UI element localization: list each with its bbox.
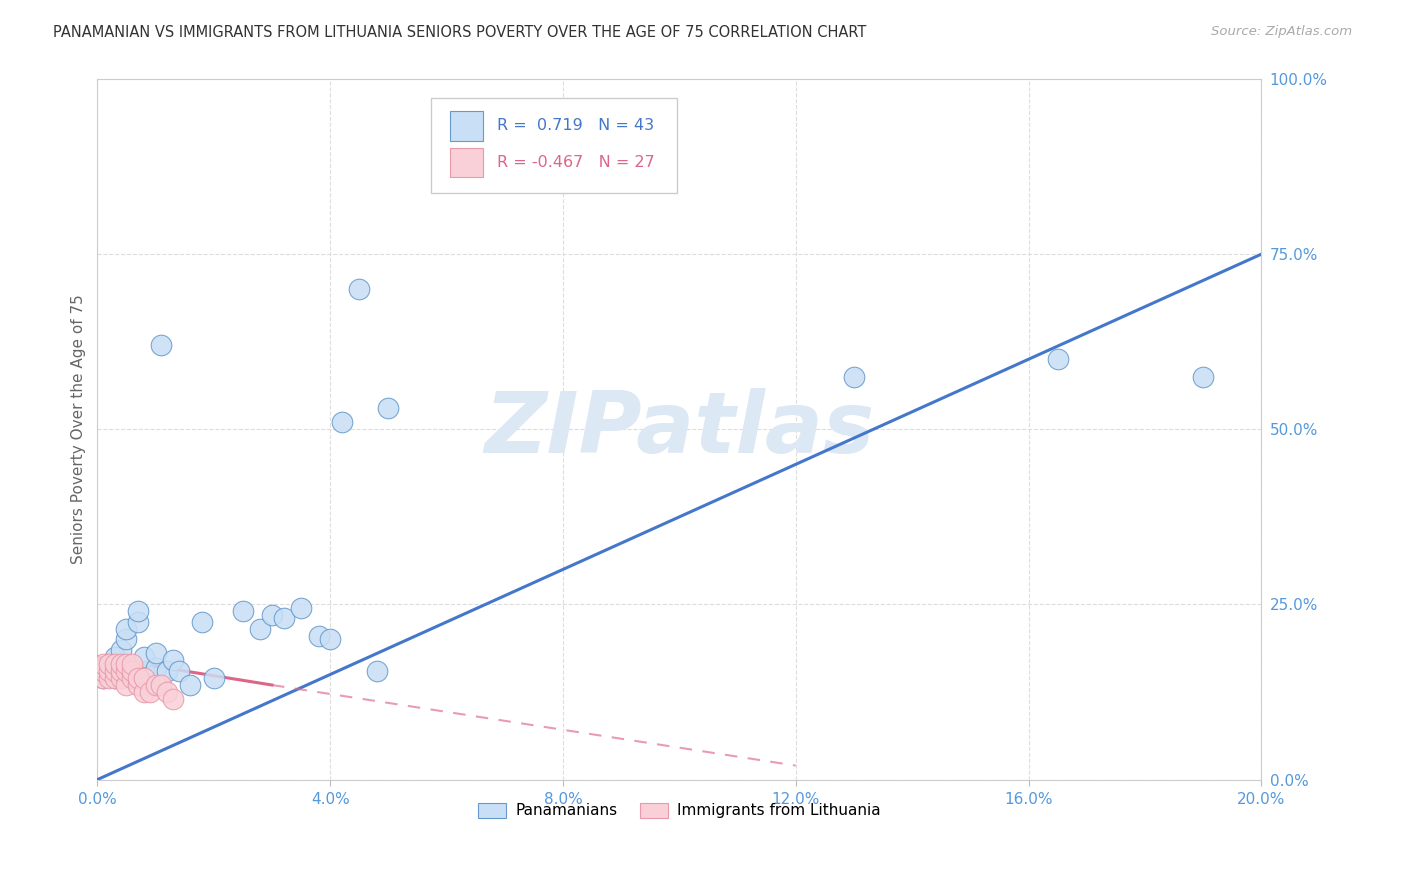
Point xyxy=(91,671,114,685)
Point xyxy=(156,664,179,678)
Point xyxy=(349,282,371,296)
Point xyxy=(121,660,143,674)
Point xyxy=(260,607,283,622)
Point xyxy=(1192,369,1215,384)
Point xyxy=(121,664,143,678)
Point xyxy=(150,678,173,692)
Point xyxy=(104,664,127,678)
Point xyxy=(138,678,160,692)
Point xyxy=(98,667,121,681)
Point xyxy=(842,369,865,384)
Point xyxy=(202,671,225,685)
Point xyxy=(110,643,132,657)
Y-axis label: Seniors Poverty Over the Age of 75: Seniors Poverty Over the Age of 75 xyxy=(72,294,86,564)
Text: R = -0.467   N = 27: R = -0.467 N = 27 xyxy=(496,155,654,169)
Point xyxy=(145,660,167,674)
Point xyxy=(132,650,155,665)
Bar xyxy=(450,148,482,178)
Point xyxy=(150,338,173,352)
Point xyxy=(104,650,127,665)
Point xyxy=(1046,352,1069,367)
Point xyxy=(91,664,114,678)
Point xyxy=(127,678,149,692)
Point xyxy=(132,685,155,699)
Point xyxy=(91,657,114,671)
Point xyxy=(179,678,201,692)
Point xyxy=(162,692,184,706)
Point xyxy=(127,604,149,618)
Point xyxy=(308,629,330,643)
Point xyxy=(98,664,121,678)
Point xyxy=(110,667,132,681)
Point xyxy=(104,671,127,685)
Legend: Panamanians, Immigrants from Lithuania: Panamanians, Immigrants from Lithuania xyxy=(472,797,887,824)
Text: R =  0.719   N = 43: R = 0.719 N = 43 xyxy=(496,119,654,134)
Text: Source: ZipAtlas.com: Source: ZipAtlas.com xyxy=(1212,25,1353,38)
Point xyxy=(110,671,132,685)
Point xyxy=(167,664,190,678)
Point xyxy=(115,664,138,678)
Point xyxy=(104,657,127,671)
Point xyxy=(121,667,143,681)
Point xyxy=(232,604,254,618)
Point xyxy=(145,647,167,661)
Point xyxy=(110,657,132,671)
Point xyxy=(330,415,353,429)
Point xyxy=(110,664,132,678)
Point xyxy=(156,685,179,699)
Point xyxy=(104,671,127,685)
Text: ZIPatlas: ZIPatlas xyxy=(484,388,875,471)
Point xyxy=(91,671,114,685)
Point xyxy=(98,657,121,671)
Point xyxy=(127,615,149,629)
Point xyxy=(145,678,167,692)
Point xyxy=(115,664,138,678)
Point xyxy=(98,671,121,685)
Point xyxy=(110,657,132,671)
Point xyxy=(115,657,138,671)
Point xyxy=(98,657,121,671)
Point xyxy=(319,632,342,647)
Point xyxy=(115,632,138,647)
Point xyxy=(132,664,155,678)
Text: PANAMANIAN VS IMMIGRANTS FROM LITHUANIA SENIORS POVERTY OVER THE AGE OF 75 CORRE: PANAMANIAN VS IMMIGRANTS FROM LITHUANIA … xyxy=(53,25,868,40)
Point xyxy=(249,622,271,636)
Point xyxy=(121,671,143,685)
Point xyxy=(132,671,155,685)
Point xyxy=(127,671,149,685)
Point xyxy=(191,615,214,629)
Point xyxy=(162,653,184,667)
Point xyxy=(290,601,312,615)
Bar xyxy=(450,112,482,141)
Point xyxy=(104,664,127,678)
Point xyxy=(366,664,388,678)
Point xyxy=(377,401,399,416)
Point xyxy=(273,611,295,625)
Point xyxy=(138,685,160,699)
Point xyxy=(121,657,143,671)
Point xyxy=(115,678,138,692)
Point xyxy=(91,660,114,674)
Bar xyxy=(432,98,678,194)
Point xyxy=(115,622,138,636)
